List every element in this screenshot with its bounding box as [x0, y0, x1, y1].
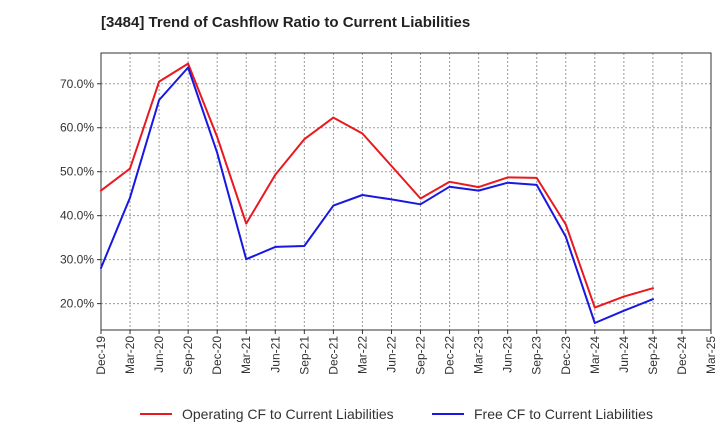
- series-line-free-cf: [100, 66, 654, 324]
- data-point: [564, 223, 567, 226]
- data-point: [303, 138, 306, 140]
- x-tick-label: Mar-23: [472, 336, 486, 374]
- x-tick-label: Dec-20: [210, 336, 224, 375]
- data-point: [535, 184, 538, 186]
- data-point: [623, 295, 625, 298]
- data-point: [477, 186, 480, 188]
- y-tick-label: 30.0%: [60, 253, 94, 267]
- series-line-operating-cf: [100, 62, 654, 309]
- data-point: [390, 198, 393, 201]
- data-point: [332, 116, 335, 119]
- data-point: [216, 136, 218, 138]
- data-point: [245, 222, 248, 225]
- x-tick-label: Dec-24: [675, 336, 689, 375]
- y-tick-label: 60.0%: [60, 121, 94, 135]
- data-point: [303, 245, 306, 247]
- x-tick-label: Mar-21: [239, 336, 253, 374]
- x-tick-label: Dec-23: [559, 336, 573, 375]
- x-tick-label: Dec-22: [443, 336, 457, 375]
- data-point: [187, 66, 189, 69]
- data-point: [332, 204, 335, 207]
- data-point: [361, 132, 364, 135]
- data-point: [477, 189, 480, 192]
- data-point: [100, 189, 102, 192]
- data-point: [506, 176, 509, 179]
- data-point: [419, 197, 422, 200]
- x-tick-label: Dec-21: [326, 336, 340, 375]
- data-point: [564, 235, 567, 238]
- data-point: [274, 173, 277, 176]
- x-tick-label: Jun-23: [501, 336, 515, 373]
- x-tick-label: Jun-20: [152, 336, 166, 373]
- legend-label: Operating CF to Current Liabilities: [182, 406, 394, 422]
- data-point: [448, 185, 451, 188]
- data-point: [390, 165, 393, 167]
- y-tick-label: 40.0%: [60, 209, 94, 223]
- data-point: [361, 194, 364, 196]
- y-tick-label: 70.0%: [60, 77, 94, 91]
- x-tick-label: Mar-20: [123, 336, 137, 374]
- x-tick-label: Jun-21: [268, 336, 282, 373]
- data-point: [419, 203, 422, 206]
- y-tick-label: 20.0%: [60, 297, 94, 311]
- x-tick-label: Mar-25: [704, 336, 718, 374]
- x-tick-label: Mar-24: [588, 336, 602, 374]
- data-point: [506, 181, 509, 184]
- x-tick-label: Dec-19: [94, 336, 108, 375]
- data-point: [448, 181, 451, 183]
- x-tick-label: Sep-24: [646, 336, 660, 375]
- data-point: [594, 322, 596, 324]
- data-point: [158, 80, 160, 83]
- data-point: [100, 267, 102, 269]
- x-tick-label: Sep-20: [181, 336, 195, 375]
- data-point: [187, 62, 189, 65]
- data-point: [158, 99, 160, 101]
- plot-area: [101, 53, 711, 330]
- x-tick-label: Sep-22: [414, 336, 428, 375]
- legend-label: Free CF to Current Liabilities: [474, 406, 653, 422]
- data-point: [652, 298, 654, 301]
- data-point: [245, 258, 248, 261]
- chart-title: [3484] Trend of Cashflow Ratio to Curren…: [101, 14, 471, 31]
- y-tick-label: 50.0%: [60, 165, 94, 179]
- x-tick-label: Sep-21: [297, 336, 311, 375]
- data-point: [535, 177, 538, 179]
- data-point: [594, 306, 596, 309]
- data-point: [216, 152, 218, 154]
- x-tick-label: Mar-22: [355, 336, 369, 374]
- data-point: [129, 196, 131, 199]
- data-point: [274, 246, 277, 248]
- x-tick-label: Sep-23: [530, 336, 544, 375]
- x-tick-label: Jun-22: [384, 336, 398, 373]
- x-tick-label: Jun-24: [617, 336, 631, 373]
- data-point: [652, 287, 654, 290]
- data-point: [623, 309, 625, 312]
- data-point: [129, 167, 131, 170]
